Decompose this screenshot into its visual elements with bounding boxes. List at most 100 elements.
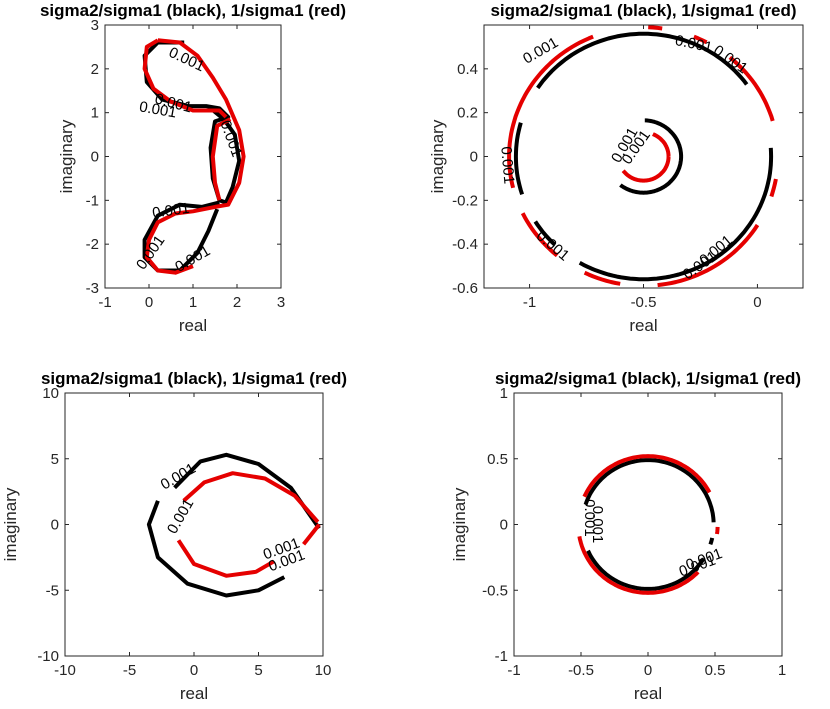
x-tick-label: 0 bbox=[145, 294, 153, 311]
x-tick-label: -1 bbox=[523, 294, 536, 311]
subplot-2: sigma2/sigma1 (black), 1/sigma1 (red) -1 -… bbox=[428, 1, 804, 335]
series-black-line bbox=[142, 200, 220, 273]
y-tick-label: 10 bbox=[42, 385, 59, 402]
axes-box bbox=[483, 24, 804, 289]
contour-level-label: 0.001 bbox=[158, 460, 199, 493]
subplot-4: sigma2/sigma1 (black), 1/sigma1 (red)-1-… bbox=[450, 369, 801, 703]
x-tick-label: 0 bbox=[644, 662, 652, 679]
x-tick-label: -10 bbox=[54, 662, 76, 679]
series-red-arc bbox=[769, 178, 778, 198]
series-red-line bbox=[176, 539, 276, 578]
subplot-3: sigma2/sigma1 (black), 1/sigma1 (red) -10… bbox=[1, 369, 347, 703]
y-tick-label: 0.5 bbox=[487, 451, 508, 468]
series-red-arc bbox=[582, 454, 712, 498]
series-red-line bbox=[144, 38, 246, 275]
y-tick-label: 0 bbox=[500, 517, 508, 534]
y-tick-label: -1 bbox=[86, 192, 99, 209]
axes-box bbox=[64, 392, 324, 657]
x-tick-label: 10 bbox=[315, 662, 332, 679]
axes-box bbox=[104, 24, 282, 289]
contour-level-label: 0.001 bbox=[581, 499, 598, 537]
y-tick-label: -0.4 bbox=[452, 236, 478, 253]
x-axis-label: real bbox=[179, 316, 207, 335]
subplot-1: sigma2/sigma1 (black), 1/sigma1 (red) -1 0… bbox=[40, 1, 346, 335]
axes-box bbox=[513, 392, 783, 657]
series-red-arc bbox=[520, 212, 559, 258]
series-black-arc bbox=[536, 31, 749, 90]
series-red-arc bbox=[507, 34, 594, 189]
x-tick-label: 1 bbox=[778, 662, 786, 679]
series-red-arc bbox=[728, 55, 775, 122]
x-tick-label: -0.5 bbox=[631, 294, 657, 311]
series-black-arc bbox=[583, 458, 716, 523]
y-tick-label: 0 bbox=[51, 517, 59, 534]
contour-level-label: 0.001 bbox=[710, 42, 751, 77]
plot-title: sigma2/sigma1 (black), 1/sigma1 (red) bbox=[40, 1, 346, 20]
series-black-arc bbox=[644, 118, 684, 158]
contour-level-label: 0.001 bbox=[533, 227, 573, 264]
contour-level-label: 0.001 bbox=[164, 496, 197, 537]
curves bbox=[507, 25, 778, 288]
series-red-arc bbox=[583, 270, 621, 286]
contour-level-label: 0.001 bbox=[138, 98, 178, 121]
contour-level-label: 0.001 bbox=[497, 146, 517, 185]
y-tick-label: 1 bbox=[91, 105, 99, 122]
series-red-arc bbox=[621, 155, 671, 183]
x-tick-label: -0.5 bbox=[568, 662, 594, 679]
contour-level-label: 0.001 bbox=[589, 506, 606, 544]
x-tick-label: 3 bbox=[277, 294, 285, 311]
x-axis-label: real bbox=[634, 684, 662, 703]
x-tick-label: 0 bbox=[190, 662, 198, 679]
x-tick-label: 0.5 bbox=[705, 662, 726, 679]
series-red-arc bbox=[651, 132, 671, 158]
series-black-arc bbox=[619, 155, 684, 195]
y-tick-label: -2 bbox=[86, 236, 99, 253]
curves bbox=[577, 454, 720, 595]
x-tick-label: 2 bbox=[233, 294, 241, 311]
series-black-line bbox=[142, 40, 242, 205]
y-axis-label: imaginary bbox=[57, 119, 76, 193]
series-red-line bbox=[210, 117, 232, 201]
y-tick-label: -3 bbox=[86, 280, 99, 297]
y-tick-label: -0.5 bbox=[482, 582, 508, 599]
series-red-line bbox=[302, 523, 321, 546]
y-tick-label: -1 bbox=[495, 648, 508, 665]
series-red-arc bbox=[648, 25, 663, 31]
contour-level-label: 0.001 bbox=[172, 242, 213, 275]
y-tick-label: 0.4 bbox=[457, 61, 478, 78]
plot-title: sigma2/sigma1 (black), 1/sigma1 (red) bbox=[495, 369, 801, 388]
y-tick-label: 3 bbox=[91, 17, 99, 34]
y-tick-label: 0 bbox=[91, 149, 99, 166]
y-tick-label: 1 bbox=[500, 385, 508, 402]
y-axis-label: imaginary bbox=[1, 487, 20, 561]
series-black-arc bbox=[578, 156, 774, 282]
y-tick-label: -0.2 bbox=[452, 192, 478, 209]
series-black-arc bbox=[533, 220, 557, 247]
plot-title: sigma2/sigma1 (black), 1/sigma1 (red) bbox=[490, 1, 796, 20]
y-tick-label: -10 bbox=[37, 648, 59, 665]
y-tick-label: -0.6 bbox=[452, 280, 478, 297]
contour-level-label: 0.001 bbox=[133, 232, 168, 273]
x-axis-label: real bbox=[629, 316, 657, 335]
x-tick-label: 0 bbox=[753, 294, 761, 311]
series-red-arc bbox=[715, 526, 720, 535]
contour-level-label: 0.001 bbox=[151, 200, 191, 222]
x-axis-label: real bbox=[180, 684, 208, 703]
contour-level-label: 0.001 bbox=[216, 118, 245, 159]
x-tick-label: -1 bbox=[98, 294, 111, 311]
series-black-line bbox=[146, 500, 286, 598]
series-black-arc bbox=[708, 537, 715, 546]
series-red-arc bbox=[693, 34, 708, 45]
series-black-arc bbox=[513, 122, 525, 196]
x-tick-label: 5 bbox=[254, 662, 262, 679]
series-red-arc bbox=[657, 223, 760, 288]
y-axis-label: imaginary bbox=[428, 119, 447, 193]
y-tick-label: 5 bbox=[51, 451, 59, 468]
x-tick-label: -1 bbox=[507, 662, 520, 679]
series-red-arc bbox=[577, 536, 700, 595]
curves bbox=[146, 452, 321, 598]
y-tick-label: 2 bbox=[91, 61, 99, 78]
y-tick-label: 0 bbox=[470, 149, 478, 166]
y-tick-label: -5 bbox=[46, 582, 59, 599]
